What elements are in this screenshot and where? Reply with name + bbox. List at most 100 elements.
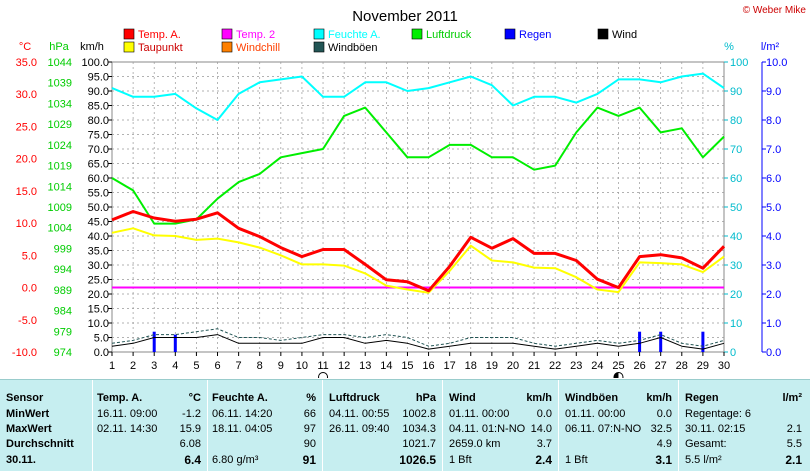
sensor-header: Sensor xyxy=(6,392,44,404)
temp-axis-tick-label: 10.0 xyxy=(16,218,37,230)
windboeen-max-date: 06.11. 07:N-NO xyxy=(565,423,642,435)
rain-bar xyxy=(173,334,177,352)
stats-col-luftdruck: Luftdruck hPa 04.11. 00:55 1002.8 26.11.… xyxy=(322,380,442,472)
wind-axis-tick-label: 45.0 xyxy=(88,217,109,229)
temp-avg-value: 6.08 xyxy=(179,438,201,450)
feuchte-current-value: 91 xyxy=(302,453,316,467)
rain-axis-tick-label: 0.0 xyxy=(766,347,781,359)
current-date-label: 30.11. xyxy=(6,454,36,466)
rain-bar xyxy=(659,331,663,352)
windboeen-beaufort: 1 Bft xyxy=(565,454,588,466)
legend-label: Taupunkt xyxy=(138,42,183,54)
wind-avg-value: 3.7 xyxy=(536,438,552,450)
legend-swatch xyxy=(313,28,325,40)
temp-axis-tick-label: 20.0 xyxy=(16,154,37,166)
temp-max-date: 02.11. 14:30 xyxy=(97,423,158,435)
chart-marks xyxy=(111,72,726,352)
stats-col-temp: Temp. A. °C 16.11. 09:00 -1.2 02.11. 14:… xyxy=(92,380,207,472)
wind-axis-tick-label: 50.0 xyxy=(88,202,109,214)
legend-swatch xyxy=(411,28,423,40)
x-tick-label: 18 xyxy=(465,360,477,372)
x-tick-label: 13 xyxy=(359,360,371,372)
wind-current-value: 2.4 xyxy=(535,453,552,467)
x-tick-label: 3 xyxy=(151,360,157,372)
pressure-axis-unit-label: hPa xyxy=(49,41,69,53)
rain-axis-tick-label: 5.0 xyxy=(766,202,781,214)
rain-axis-tick-label: 7.0 xyxy=(766,144,781,156)
x-tick-label: 7 xyxy=(236,360,242,372)
luftdruck-max-value: 1034.3 xyxy=(402,423,436,435)
legend-label: Windchill xyxy=(236,42,280,54)
moon-disc xyxy=(318,372,329,378)
x-tick-label: 20 xyxy=(507,360,519,372)
temp-axis-tick-label: -5.0 xyxy=(18,315,37,327)
feuchte-unit: % xyxy=(306,392,316,404)
x-tick-label: 19 xyxy=(486,360,498,372)
stats-col-sensor: Sensor MinWert MaxWert Durchschnitt 30.1… xyxy=(0,380,92,472)
windboeen-max-value: 32.5 xyxy=(650,423,672,435)
humidity-axis-tick-label: 70 xyxy=(730,144,742,156)
wind-axis-tick-label: 15.0 xyxy=(88,304,109,316)
wind-axis-tick-label: 35.0 xyxy=(88,246,109,258)
pressure-axis-tick-label: 1009 xyxy=(48,202,72,214)
humidity-axis-tick-label: 60 xyxy=(730,173,742,185)
pressure-axis-tick-label: 1014 xyxy=(48,181,72,193)
legend-swatch xyxy=(221,41,233,53)
wind-axis-tick-label: 10.0 xyxy=(88,318,109,330)
pressure-axis-tick-label: 1044 xyxy=(48,57,72,69)
x-tick-label: 17 xyxy=(444,360,456,372)
wind-axis-tick-label: 5.0 xyxy=(94,333,109,345)
chart-title: November 2011 xyxy=(352,8,458,25)
feuchte-a-series-line xyxy=(111,72,725,121)
regen-last-value: 2.1 xyxy=(786,423,802,435)
temp-axis-tick-label: 15.0 xyxy=(16,186,37,198)
full-moon-icon xyxy=(318,372,329,378)
rain-axis-tick-label: 3.0 xyxy=(766,260,781,272)
wind-header: Wind xyxy=(449,392,476,404)
humidity-axis-tick-label: 90 xyxy=(730,86,742,98)
windboeen-current-value: 3.1 xyxy=(655,453,672,467)
luftdruck-min-value: 1002.8 xyxy=(402,408,436,420)
regen-unit: l/m² xyxy=(782,392,802,404)
x-tick-label: 30 xyxy=(718,360,730,372)
regen-last-date: 30.11. 02:15 xyxy=(685,423,746,435)
x-tick-label: 1 xyxy=(109,360,115,372)
luftdruck-min-date: 04.11. 00:55 xyxy=(329,408,390,420)
windboeen-avg-value: 4.9 xyxy=(656,438,672,450)
x-tick-label: 4 xyxy=(172,360,178,372)
weather-chart: November 2011 © Weber Mike Temp. A. Temp.… xyxy=(12,5,806,378)
luftdruck-current-value: 1026.5 xyxy=(399,453,436,467)
regen-sum: 5.5 l/m² xyxy=(685,454,722,466)
feuchte-absolute: 6.80 g/m³ xyxy=(212,454,259,466)
wind-axis-tick-label: 40.0 xyxy=(88,231,109,243)
pressure-axis-tick-label: 1024 xyxy=(48,140,72,152)
feuchte-min-date: 06.11. 14:20 xyxy=(212,408,273,420)
temp-axis-unit-label: °C xyxy=(19,41,31,53)
humidity-axis-tick-label: 10 xyxy=(730,318,742,330)
luftdruck-avg-value: 1021.7 xyxy=(402,438,436,450)
temp-unit: °C xyxy=(188,392,201,404)
rain-bar xyxy=(701,331,705,352)
wind-axis-tick-label: 30.0 xyxy=(88,260,109,272)
rain-axis-tick-label: 10.0 xyxy=(766,57,787,69)
wind-axis-tick-label: 90.0 xyxy=(88,86,109,98)
rain-axis-unit-label: l/m² xyxy=(761,41,780,53)
feuchte-min-value: 66 xyxy=(303,408,316,420)
windb-en-series-line xyxy=(111,328,725,347)
humidity-axis-tick-label: 30 xyxy=(730,260,742,272)
humidity-axis-tick-label: 50 xyxy=(730,202,742,214)
rain-axis-tick-label: 2.0 xyxy=(766,289,781,301)
legend-label: Luftdruck xyxy=(426,29,472,41)
x-tick-label: 6 xyxy=(214,360,220,372)
feuchte-max-value: 97 xyxy=(303,423,316,435)
x-tick-label: 12 xyxy=(338,360,350,372)
wind-distance: 2659.0 km xyxy=(449,438,501,450)
wind-max-date: 04.11. 01:N-NO xyxy=(449,423,526,435)
legend-label: Wind xyxy=(612,29,637,41)
regen-total-value: 5.5 xyxy=(786,438,802,450)
taupunkt-series-line xyxy=(111,227,725,294)
legend-swatch xyxy=(313,41,325,53)
humidity-axis-unit-label: % xyxy=(724,41,734,53)
pressure-axis-tick-label: 1039 xyxy=(48,78,72,90)
pressure-axis-tick-label: 1004 xyxy=(48,223,72,235)
